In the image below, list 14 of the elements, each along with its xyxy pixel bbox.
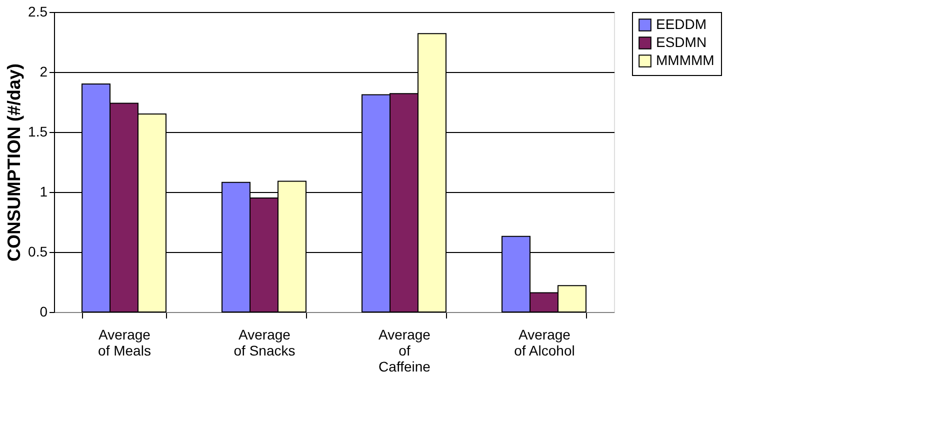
x-tick-label: Average of Meals [98,326,151,358]
y-tick-label: 2 [40,64,48,80]
y-tick-label: 1 [40,184,48,200]
y-tick-label: 0.5 [28,244,48,260]
legend-label: MMMMM [656,52,714,68]
y-axis-title: CONSUMPTION (#/day) [4,63,24,262]
legend-label: EEDDM [656,16,707,32]
x-tick-label: Average of Caffeine [378,326,431,374]
x-tick-label: Average of Snacks [234,326,296,358]
y-tick-label: 2.5 [28,4,48,20]
legend-label: ESDMN [656,34,707,50]
y-tick-label: 1.5 [28,124,48,140]
y-tick-label: 0 [40,304,48,320]
x-tick-label: Average of Alcohol [514,326,575,358]
